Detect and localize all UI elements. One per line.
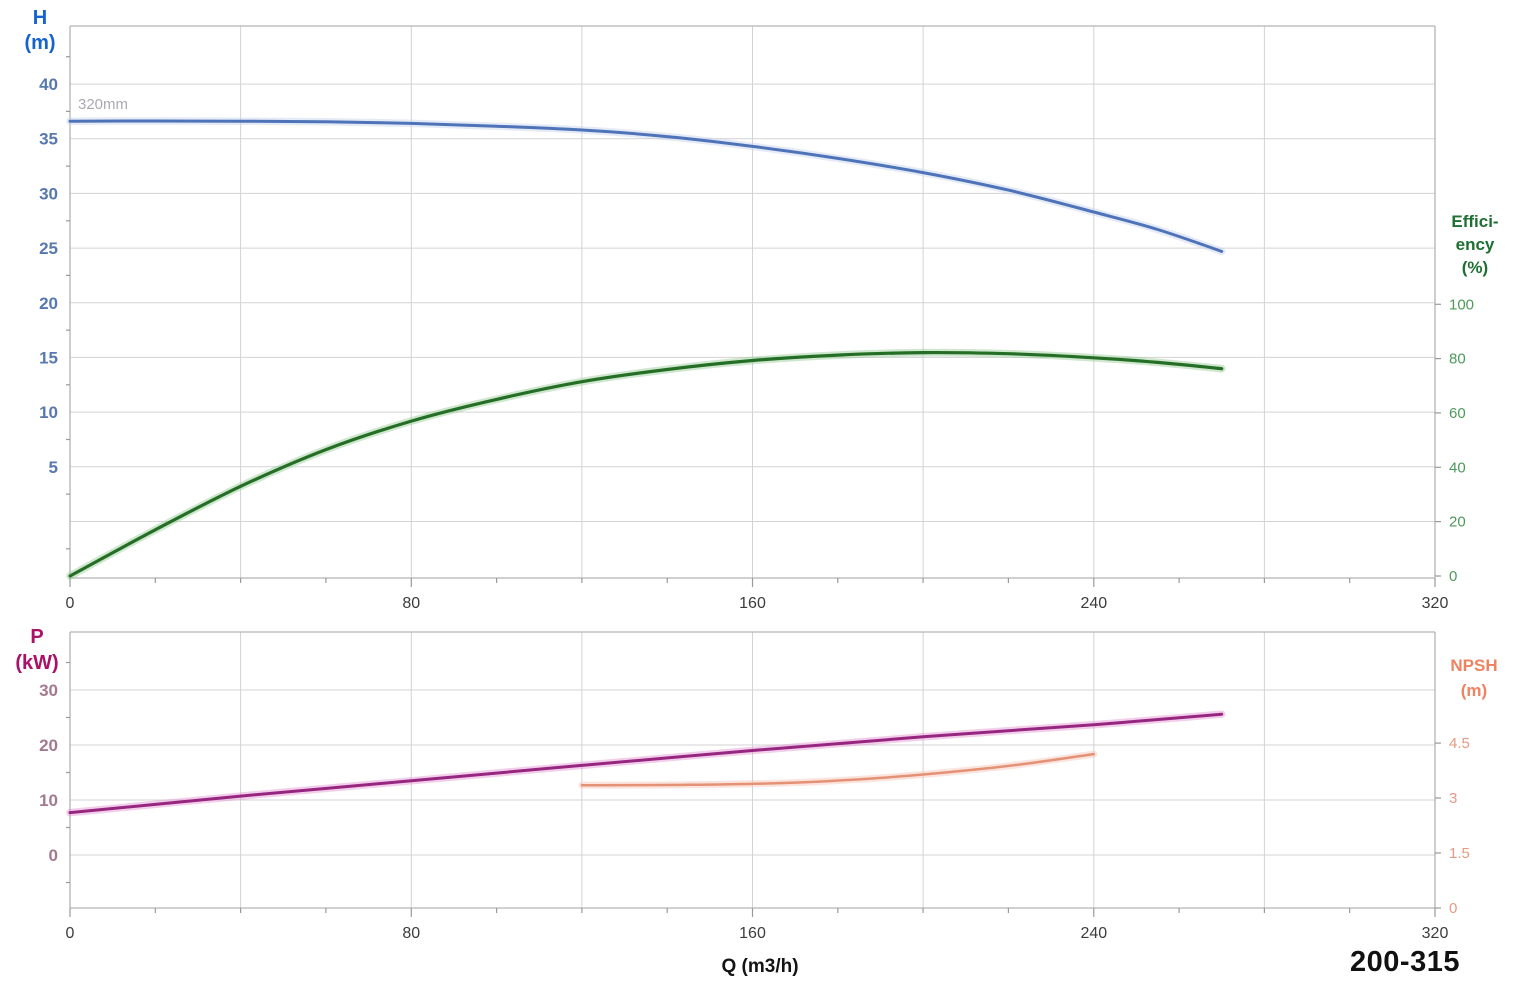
right-tick-label: 1.5: [1449, 845, 1470, 862]
left-tick-label: 40: [39, 75, 58, 94]
right-tick-label: 20: [1449, 514, 1466, 531]
x-tick-label: 240: [1080, 925, 1107, 942]
x-tick-label: 320: [1422, 595, 1449, 612]
x-tick-label: 0: [66, 925, 75, 942]
impeller-size-label: 320mm: [78, 96, 129, 113]
x-tick-label: 0: [66, 595, 75, 612]
flow-axis-title: Q (m3/h): [721, 956, 799, 977]
head-curve-320mm-halo: [66, 117, 1226, 256]
left-tick-label: 15: [39, 348, 58, 367]
x-tick-label: 80: [402, 925, 420, 942]
right-tick-label: 0: [1449, 900, 1457, 917]
npsh-curve: [580, 752, 1096, 787]
left-tick-label: 10: [39, 403, 58, 422]
right-tick-label: 40: [1449, 459, 1466, 476]
left-tick-label: 25: [39, 239, 58, 258]
right-tick-label: 0: [1449, 568, 1457, 585]
x-tick-label: 160: [739, 925, 766, 942]
head-curve-320mm: [68, 119, 1224, 253]
power-axis-title: P (kW): [15, 626, 59, 674]
left-tick-label: 10: [39, 791, 58, 810]
left-tick-label: 20: [39, 294, 58, 313]
left-tick-label: 20: [39, 736, 58, 755]
x-tick-label: 160: [739, 595, 766, 612]
right-tick-label: 60: [1449, 405, 1466, 422]
pump-model-label: 200-315: [1350, 946, 1460, 978]
x-tick-label: 320: [1422, 925, 1449, 942]
right-tick-label: 4.5: [1449, 735, 1470, 752]
power-curve: [68, 712, 1224, 815]
efficiency-curve: [68, 350, 1224, 578]
left-tick-label: 35: [39, 130, 58, 149]
right-tick-label: 100: [1449, 296, 1474, 313]
npsh-axis-title: NPSH (m): [1450, 656, 1498, 700]
left-tick-label: 30: [39, 681, 58, 700]
right-tick-label: 3: [1449, 790, 1457, 807]
x-tick-label: 240: [1080, 595, 1107, 612]
head-axis-title: H (m): [24, 7, 56, 54]
efficiency-curve-halo: [66, 348, 1226, 580]
right-tick-label: 80: [1449, 351, 1466, 368]
left-tick-label: 0: [49, 846, 58, 865]
left-tick-label: 30: [39, 184, 58, 203]
efficiency-axis-title: Effici- ency (%): [1451, 212, 1499, 277]
left-tick-label: 5: [49, 458, 58, 477]
x-tick-label: 80: [402, 595, 420, 612]
